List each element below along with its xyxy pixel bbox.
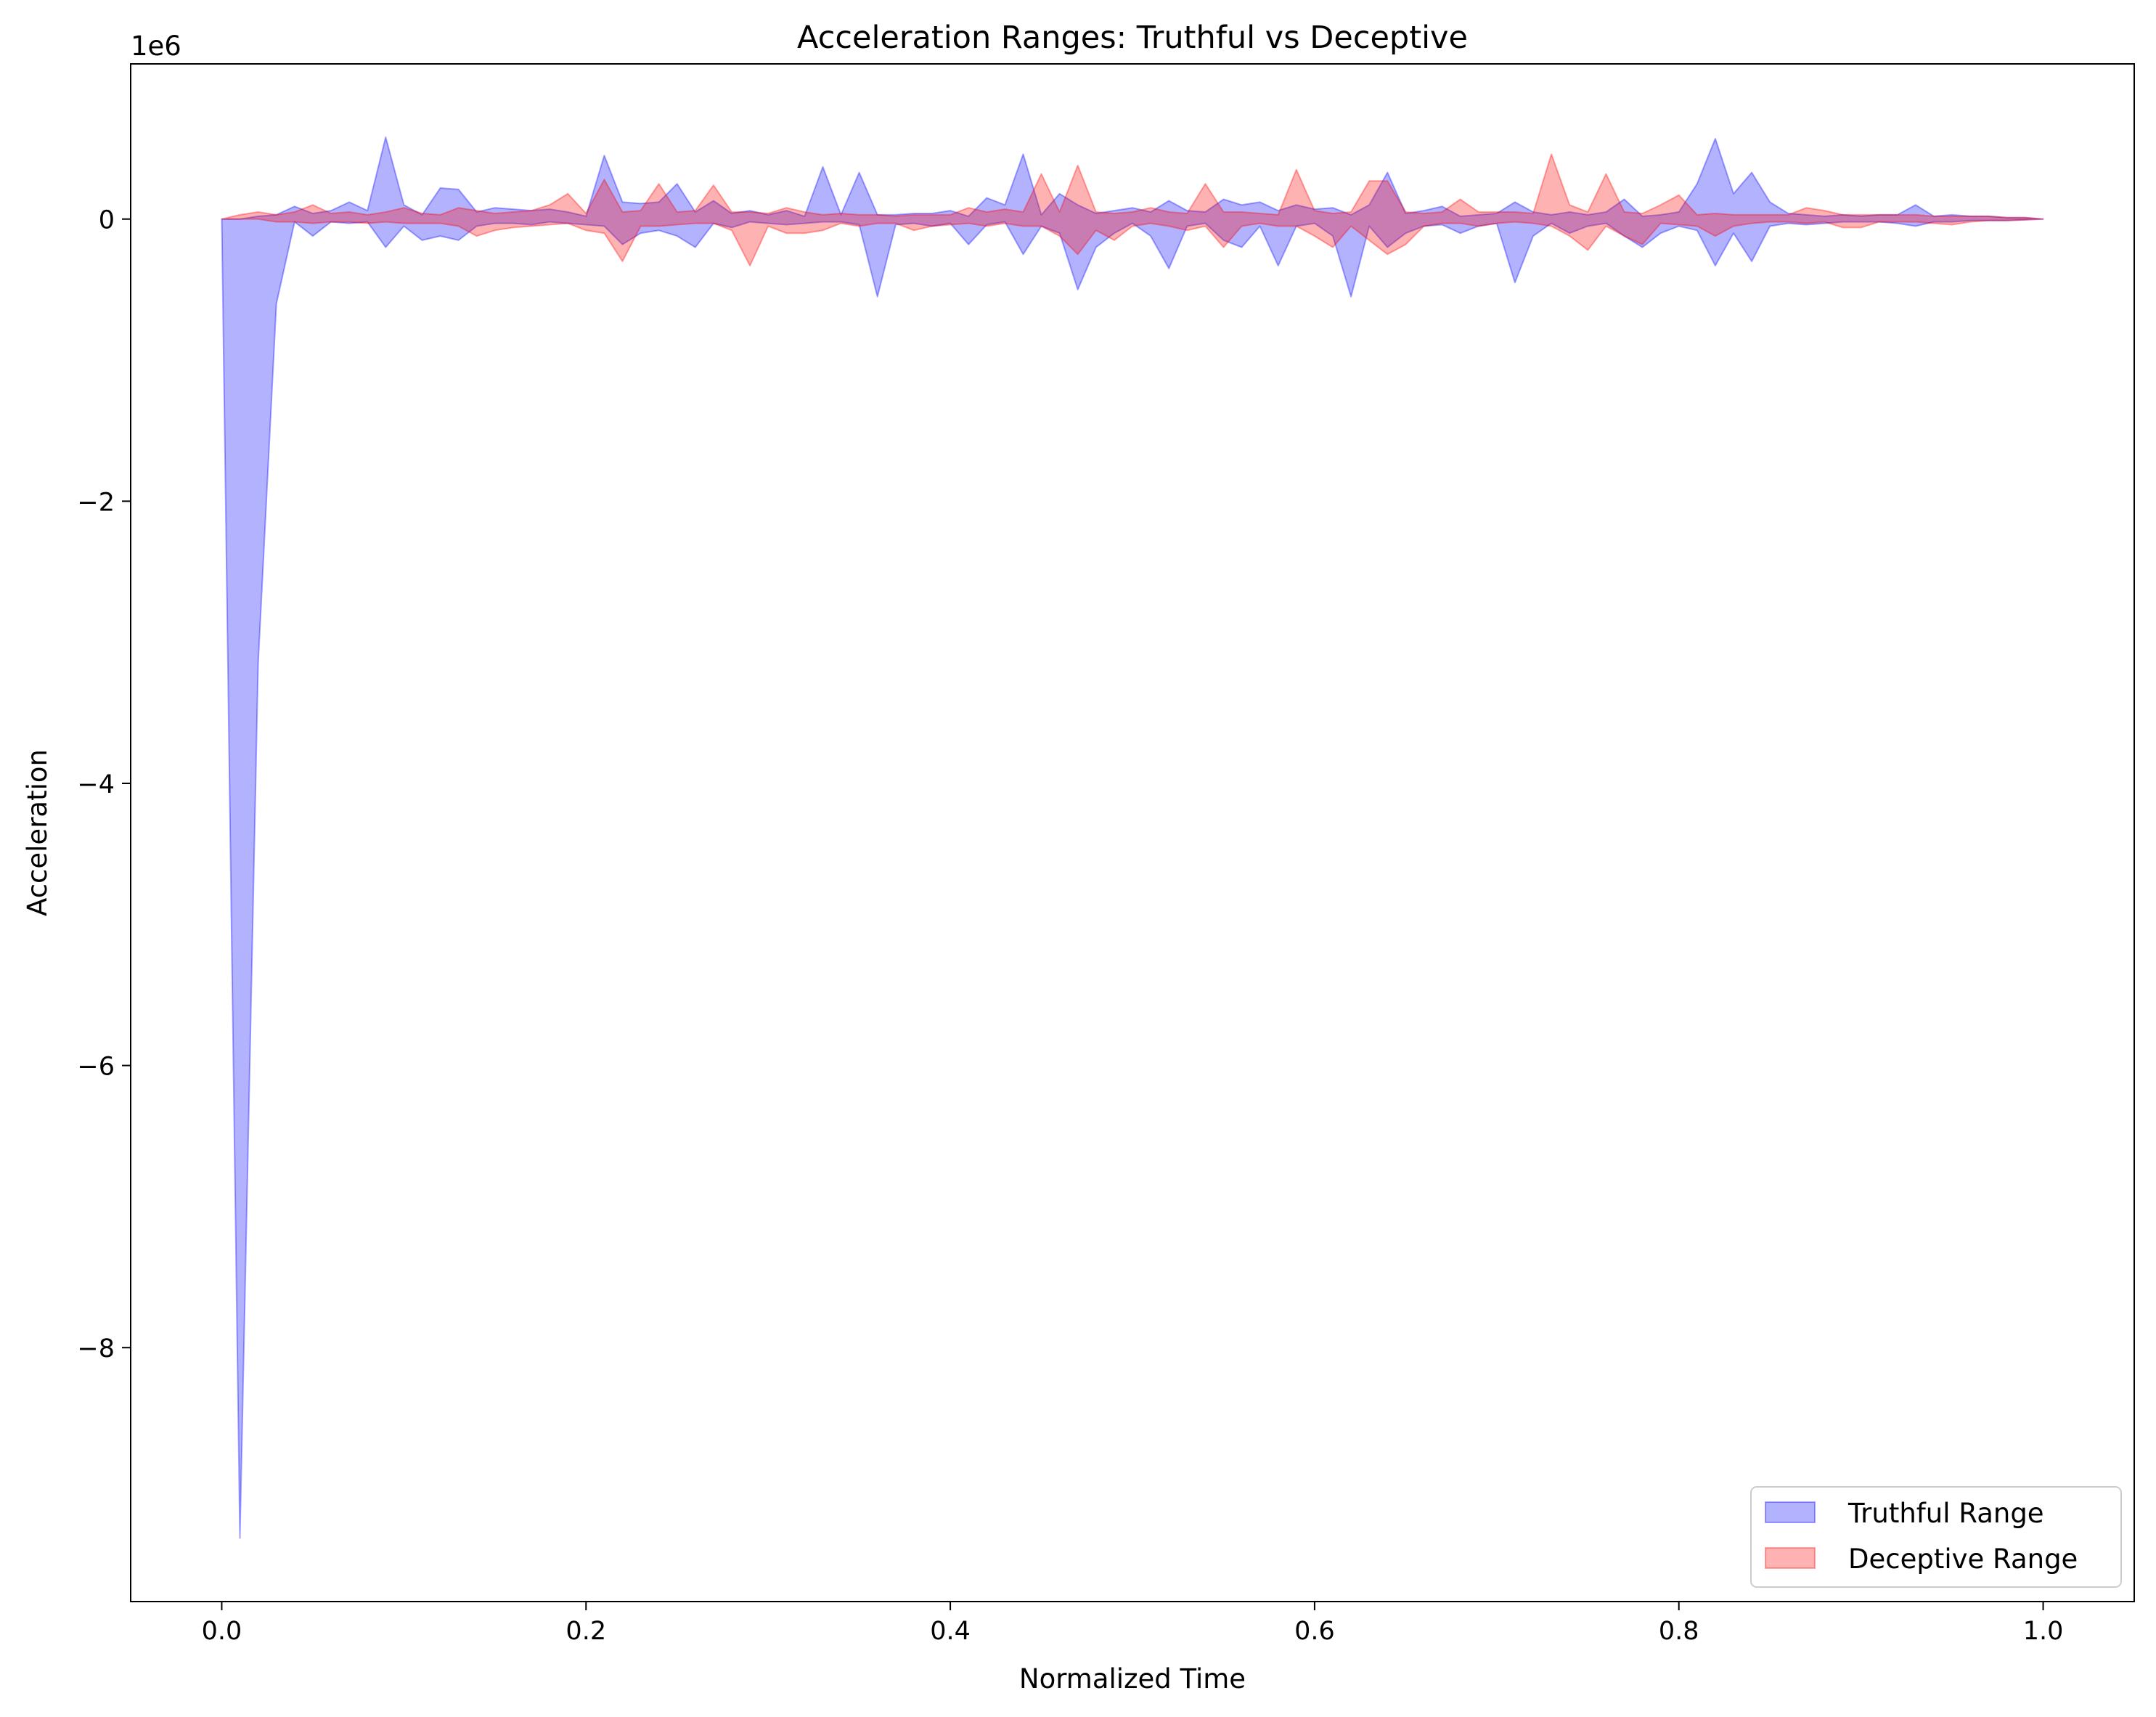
legend-label-deceptive: Deceptive Range	[1848, 1543, 2078, 1575]
x-tick-label: 0.0	[202, 1617, 242, 1646]
x-tick-label: 0.6	[1294, 1617, 1335, 1646]
legend-swatch-deceptive	[1765, 1547, 1816, 1569]
axes-background	[131, 64, 2134, 1602]
x-tick-label: 0.4	[930, 1617, 971, 1646]
plot-area: 0.0 0.2 0.4 0.6 0.8 1.0 0 −2 −4 −6 −8	[77, 63, 2135, 1646]
y-tick-label: −8	[77, 1334, 115, 1363]
legend: Truthful Range Deceptive Range	[1750, 1486, 2122, 1588]
legend-frame	[1750, 1486, 2122, 1588]
axes-frame	[130, 63, 2135, 1602]
y-tick-label: −6	[77, 1053, 115, 1082]
x-ticks: 0.0 0.2 0.4 0.6 0.8 1.0	[202, 1602, 2064, 1646]
chart-title: Acceleration Ranges: Truthful vs Decepti…	[797, 20, 1468, 56]
legend-swatch-truthful	[1765, 1501, 1816, 1523]
legend-label-truthful: Truthful Range	[1847, 1498, 2044, 1529]
series-layer	[221, 136, 2044, 1539]
x-axis-label: Normalized Time	[1019, 1663, 1246, 1694]
y-tick-label: −2	[77, 488, 115, 517]
y-tick-label: −4	[77, 770, 115, 799]
x-tick-label: 1.0	[2023, 1617, 2064, 1646]
area-series-deceptive	[221, 153, 2044, 266]
y-ticks: 0 −2 −4 −6 −8	[77, 206, 131, 1363]
x-tick-label: 0.8	[1659, 1617, 1699, 1646]
x-tick-label: 0.2	[565, 1617, 606, 1646]
y-tick-label: 0	[99, 206, 115, 235]
y-offset-text: 1e6	[131, 30, 181, 62]
y-axis-label: Acceleration	[22, 749, 53, 916]
area-series-truthful	[221, 136, 2044, 1539]
